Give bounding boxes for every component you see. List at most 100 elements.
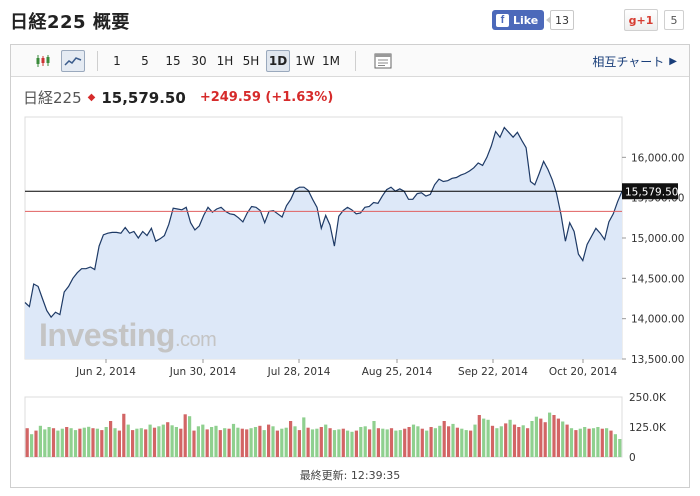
volume-bar (561, 421, 565, 457)
last-updated: 最終更新: 12:39:35 (299, 469, 401, 482)
volume-y-tick-label: 250.0K (629, 392, 667, 404)
volume-bar (565, 424, 569, 457)
volume-bar (218, 430, 222, 457)
volume-bar (47, 427, 51, 457)
volume-bar (600, 428, 604, 457)
last-price: 15,579.50 (101, 88, 186, 107)
price-change: +249.59 (+1.63%) (199, 90, 334, 105)
volume-bar (293, 426, 297, 457)
timeframe-1m[interactable]: 1M (322, 54, 340, 68)
volume-bar (552, 415, 556, 457)
volume-bar (174, 427, 178, 457)
timeframe-1h[interactable]: 1H (216, 54, 234, 68)
line-chart-icon[interactable] (61, 50, 85, 72)
timeframe-5[interactable]: 5 (141, 54, 149, 68)
investing-watermark: Investing.com (39, 317, 217, 354)
timeframe-1w[interactable]: 1W (295, 54, 315, 68)
volume-bar (556, 418, 560, 457)
volume-bar (78, 428, 82, 457)
volume-bar (117, 430, 121, 457)
chart-toolbar: 1 5 15 30 1H 5H 1D 1W 1M 相互チャート ▶ (11, 45, 689, 77)
volume-bar (618, 439, 622, 457)
volume-bar (433, 428, 437, 457)
volume-bar (109, 421, 113, 457)
volume-bar (51, 428, 56, 457)
page-title: 日経225 概要 (10, 12, 130, 33)
volume-bar (183, 414, 187, 457)
volume-bar (372, 421, 376, 457)
price-chart[interactable]: 16,000.0015,500.0015,000.0014,500.0014,0… (11, 45, 689, 487)
chart-widget: 1 5 15 30 1H 5H 1D 1W 1M 相互チャート ▶ 日経225 … (10, 44, 690, 488)
volume-bar (328, 428, 332, 457)
volume-bar (543, 422, 547, 457)
panel-icon[interactable] (371, 50, 395, 72)
volume-bar (139, 428, 143, 457)
volume-bar (25, 428, 29, 457)
google-plus-button[interactable]: g+1 (624, 9, 658, 31)
volume-bar (482, 418, 486, 457)
volume-bar (613, 434, 617, 457)
volume-bar (512, 424, 517, 457)
volume-bar (196, 426, 200, 457)
volume-bar (504, 423, 508, 457)
volume-bar (104, 427, 108, 457)
timeframe-1d[interactable]: 1D (266, 50, 290, 72)
volume-bar (354, 430, 358, 457)
interactive-chart-link[interactable]: 相互チャート ▶ (592, 53, 677, 70)
volume-bar (376, 428, 380, 457)
volume-bar (192, 430, 196, 457)
volume-bar (587, 428, 591, 457)
facebook-like-button[interactable]: f Like (492, 10, 544, 30)
volume-bar (214, 425, 218, 457)
volume-bar (473, 424, 477, 457)
volume-bar (227, 428, 231, 457)
volume-bar (363, 426, 367, 457)
volume-bar (605, 428, 609, 457)
watermark-suffix: .com (174, 329, 217, 351)
volume-bar (499, 426, 503, 457)
volume-y-tick-label: 0 (629, 452, 636, 464)
volume-bar (455, 427, 459, 457)
volume-bar (65, 427, 69, 457)
volume-bar (302, 417, 306, 457)
timeframe-5h[interactable]: 5H (242, 54, 260, 68)
volume-bar (337, 429, 341, 457)
volume-bar (548, 412, 552, 457)
volume-bar (508, 419, 512, 457)
volume-bar (100, 430, 104, 457)
volume-bar (95, 428, 99, 457)
volume-bar (447, 426, 451, 457)
candlestick-icon[interactable] (31, 50, 55, 72)
volume-bar (201, 424, 205, 457)
toolbar-divider (355, 51, 356, 71)
volume-bar (210, 427, 214, 457)
x-tick-label: Jul 28, 2014 (267, 366, 331, 378)
volume-bar (574, 430, 578, 457)
volume-bar (135, 428, 139, 457)
volume-bar (407, 427, 411, 457)
volume-bar (389, 428, 394, 457)
volume-bar (170, 425, 174, 457)
volume-bar (332, 430, 337, 457)
volume-bar (69, 428, 73, 457)
volume-bar (157, 426, 161, 457)
price-y-tick-label: 14,500.00 (631, 273, 684, 285)
volume-bar (73, 430, 78, 457)
volume-bar (56, 430, 60, 457)
price-direction-icon: ◆ (87, 92, 96, 103)
timeframe-15[interactable]: 15 (165, 54, 181, 68)
volume-bar (113, 428, 117, 457)
volume-bar (350, 431, 354, 457)
interactive-chart-label: 相互チャート (592, 55, 665, 69)
volume-bar (583, 427, 587, 457)
volume-bar (91, 428, 95, 457)
x-tick-label: Jun 30, 2014 (169, 366, 237, 378)
timeframe-30[interactable]: 30 (191, 54, 207, 68)
volume-bar (280, 428, 284, 457)
volume-bar (289, 421, 293, 457)
timeframe-1[interactable]: 1 (113, 54, 121, 68)
volume-bar (60, 428, 64, 457)
volume-bar (262, 430, 266, 457)
volume-bar (469, 430, 473, 457)
volume-bar (179, 428, 183, 457)
